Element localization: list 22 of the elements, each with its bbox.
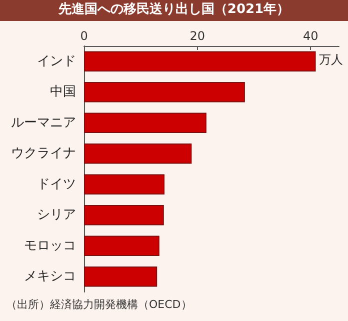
y-tick-label: ドイツ (37, 176, 76, 192)
bar (84, 236, 160, 256)
text: （出所）経済協力開発機構（OECD） (6, 298, 192, 311)
y-tick-label: インド (37, 54, 76, 69)
y-tick-label: ルーマニア (11, 115, 76, 130)
bar (84, 112, 206, 134)
bar (84, 143, 192, 164)
chart-title: 先進国への移民送り出し国（2021年） (57, 2, 290, 17)
x-tick-label: 0 (80, 29, 88, 43)
bar (84, 204, 164, 226)
bar (84, 174, 164, 195)
x-tick-label: 40 (303, 29, 318, 43)
x-axis-title: 万人 (318, 52, 343, 66)
y-tick-label: メキシコ (24, 269, 76, 284)
bar (84, 82, 245, 102)
y-tick-label: 中国 (50, 84, 76, 100)
y-tick-label: モロッコ (24, 238, 76, 254)
y-tick-label: シリア (37, 208, 76, 223)
y-tick-label: ウクライナ (11, 146, 76, 162)
x-tick-label: 20 (190, 29, 205, 43)
bar (84, 266, 158, 287)
bar (84, 51, 316, 72)
